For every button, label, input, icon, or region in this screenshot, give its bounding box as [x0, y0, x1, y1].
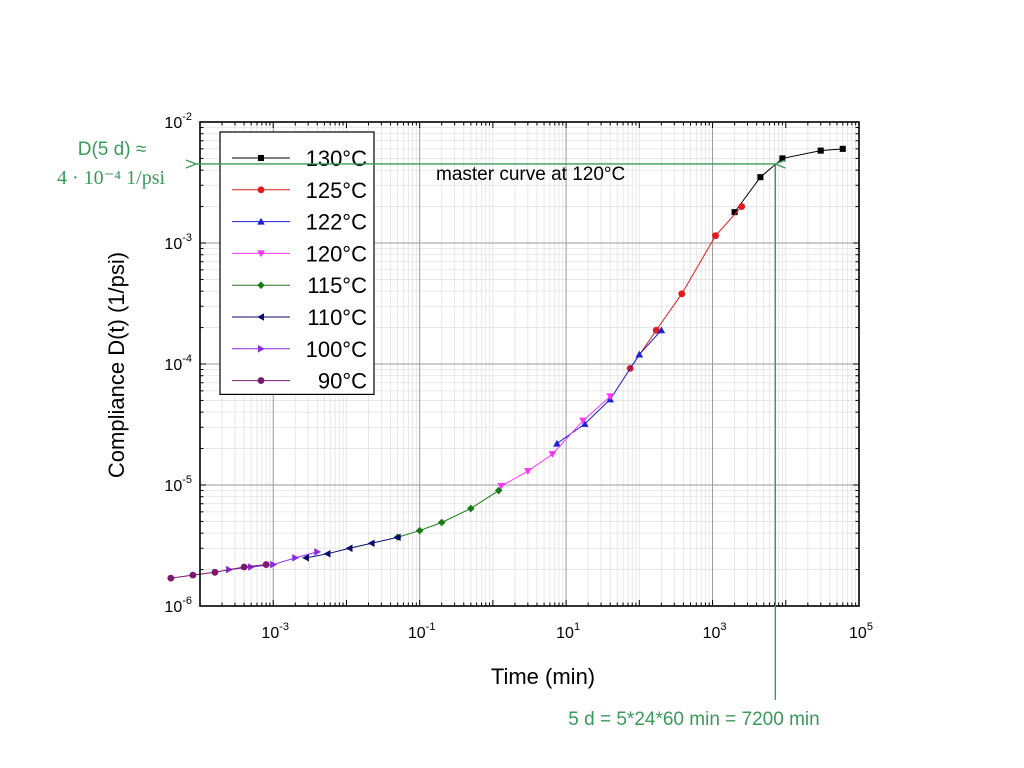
- data-point: [367, 539, 375, 548]
- legend-entry: 122°C: [232, 210, 367, 235]
- d-value-label-line2: 4 · 10⁻⁴ 1/psi: [57, 167, 166, 189]
- data-point: [314, 548, 322, 556]
- data-point: [524, 468, 532, 476]
- legend-label: 110°C: [307, 305, 367, 330]
- data-point: [415, 526, 424, 535]
- legend-swatch-marker: [257, 281, 265, 289]
- data-point: [189, 571, 197, 579]
- y-tick-label: 10-3: [164, 232, 192, 253]
- y-tick-label: 10-2: [164, 111, 192, 132]
- data-point: [437, 518, 446, 527]
- data-point: [345, 544, 353, 553]
- series-5: [302, 533, 401, 562]
- axis-ticks: [199, 121, 860, 607]
- data-point: [248, 563, 255, 571]
- data-point: [211, 568, 219, 576]
- data-point: [270, 560, 278, 569]
- data-point: [323, 550, 331, 558]
- data-point: [292, 554, 300, 562]
- series-line: [556, 329, 662, 444]
- data-point: [652, 326, 660, 334]
- x-tick-label: 101: [556, 621, 580, 642]
- data-point: [167, 574, 175, 582]
- series-3: [497, 393, 614, 490]
- y-tick-label: 10-6: [164, 595, 192, 616]
- legend-box: [219, 131, 375, 395]
- series-group: [167, 145, 846, 582]
- series-2: [553, 326, 666, 447]
- legend-entry: 110°C: [232, 305, 367, 330]
- data-point: [757, 174, 764, 181]
- data-point: [657, 326, 666, 334]
- data-point: [635, 350, 644, 358]
- data-point: [839, 145, 846, 152]
- series-7: [167, 561, 270, 582]
- time-value-label: 5 d = 5*24*60 min = 7200 min: [568, 709, 819, 730]
- data-point: [262, 561, 270, 568]
- data-point: [712, 232, 720, 240]
- data-point: [302, 554, 310, 562]
- data-point: [393, 533, 401, 542]
- axis-tick-labels: 10-3 10-1 101 103 105 10-6 10-5 10-4 10-3 10-2: [164, 111, 873, 642]
- legend-swatch-marker: [257, 345, 265, 353]
- data-point: [240, 563, 248, 571]
- legend-label: 90°C: [318, 369, 367, 394]
- legend-entry: 130°C: [232, 146, 367, 171]
- legend-entry: 120°C: [232, 241, 367, 266]
- legend-label: 130°C: [306, 146, 368, 171]
- data-point: [467, 504, 475, 513]
- y-tick-label: 10-4: [164, 353, 192, 374]
- series-0: [731, 145, 846, 216]
- x-tick-label: 105: [849, 621, 873, 642]
- legend-swatch-marker: [257, 377, 265, 385]
- data-point: [606, 393, 614, 401]
- x-axis-label: Time (min): [491, 664, 595, 689]
- series-line: [629, 206, 743, 369]
- data-point: [579, 417, 587, 425]
- legend-entry: 90°C: [232, 369, 367, 394]
- data-point: [817, 147, 824, 154]
- legend: 130°C 125°C 122°C 120°C 115°C 110°C 100°C 90°C: [219, 131, 375, 395]
- legend-swatch-marker: [257, 154, 265, 162]
- data-point: [678, 290, 686, 298]
- legend-label: 125°C: [306, 178, 368, 203]
- legend-label: 122°C: [306, 210, 368, 235]
- series-line: [170, 564, 267, 579]
- x-tick-label: 10-1: [408, 621, 436, 642]
- legend-label: 115°C: [307, 273, 367, 298]
- data-point: [779, 155, 786, 162]
- legend-swatch-marker: [257, 186, 265, 194]
- legend-entry: 100°C: [232, 337, 367, 362]
- legend-entry: 115°C: [232, 273, 367, 298]
- data-point: [553, 439, 561, 447]
- x-tick-label: 103: [703, 621, 727, 642]
- data-point: [581, 420, 589, 427]
- y-tick-label: 10-5: [164, 474, 192, 495]
- data-point: [494, 486, 503, 495]
- data-point: [548, 451, 557, 458]
- data-point: [731, 209, 738, 216]
- legend-entry: 125°C: [232, 178, 367, 203]
- legend-label: 100°C: [306, 337, 368, 362]
- d-value-label-line1: D(5 d) ≈: [78, 139, 147, 160]
- annotation-lines: [196, 164, 775, 700]
- data-point: [497, 483, 506, 490]
- legend-label: 120°C: [306, 241, 368, 266]
- legend-swatch-marker: [257, 217, 265, 225]
- master-curve-label: master curve at 120°C: [436, 164, 625, 185]
- series-1: [626, 203, 746, 372]
- y-axis-label: Compliance D(t) (1/psi): [104, 252, 129, 478]
- x-tick-label: 10-3: [261, 621, 289, 642]
- series-line: [500, 396, 611, 487]
- series-4: [393, 486, 503, 542]
- data-point: [738, 203, 746, 210]
- legend-swatch-marker: [257, 313, 265, 321]
- legend-swatch-marker: [257, 250, 265, 258]
